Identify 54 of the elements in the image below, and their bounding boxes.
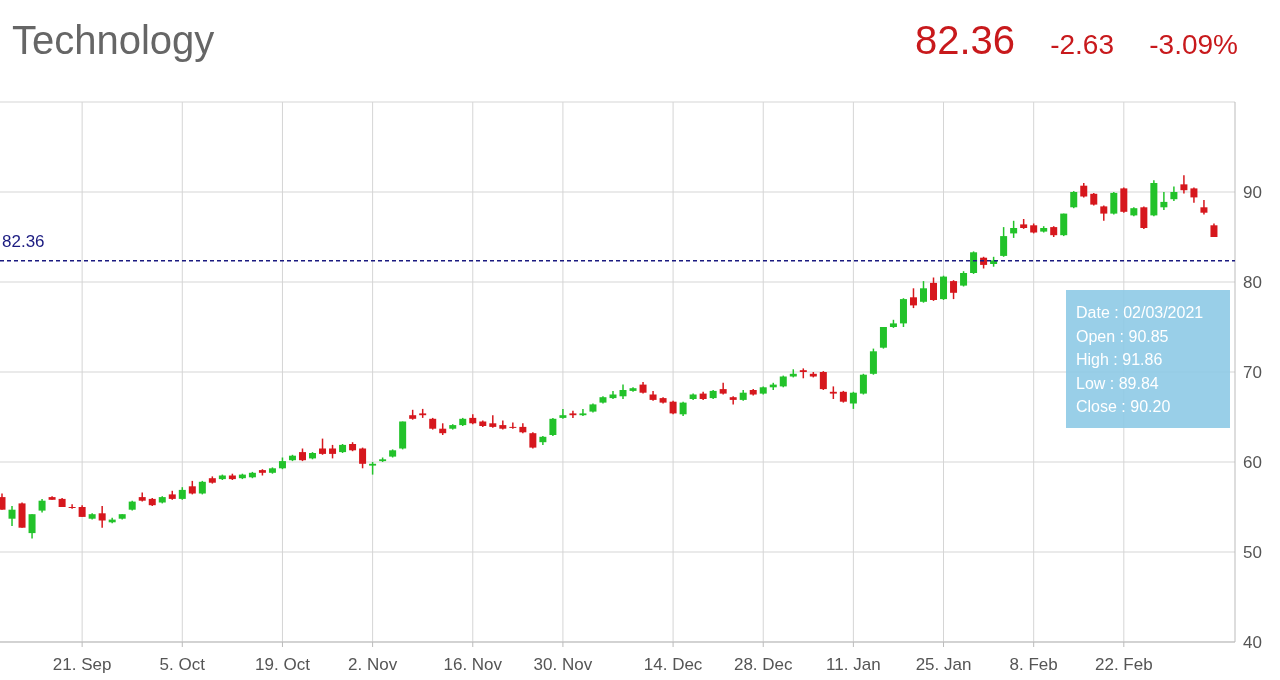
y-tick-label: 90 — [1243, 182, 1262, 202]
candlestick — [489, 414, 497, 429]
x-tick-label: 22. Feb — [1094, 655, 1153, 674]
candlestick — [509, 421, 517, 430]
candlestick — [1180, 174, 1188, 195]
x-tick-label: 11. Jan — [826, 655, 881, 674]
y-tick-label: 40 — [1243, 632, 1262, 652]
x-tick-label: 30. Nov — [533, 655, 593, 674]
annotation: Close : 90.20 — [1076, 398, 1171, 415]
x-tick-label: 25. Jan — [915, 655, 972, 674]
candlestick — [559, 408, 567, 420]
ref-line-label: 82.36 — [2, 231, 45, 251]
candlestick — [879, 326, 887, 350]
text: 82.36 — [914, 18, 1015, 62]
candlestick — [909, 287, 917, 309]
candlestick — [819, 370, 827, 391]
annotation: Open : 90.85 — [1076, 327, 1169, 345]
candlestick — [8, 505, 16, 527]
y-tick-label: 50 — [1243, 542, 1262, 562]
candlestick — [869, 347, 877, 376]
x-tick-label: 8. Feb — [1009, 655, 1058, 674]
candlestick — [569, 409, 577, 419]
candlestick — [1000, 226, 1008, 258]
candlestick — [940, 274, 948, 301]
x-tick-label: 16. Nov — [443, 655, 503, 674]
candlestick — [579, 408, 587, 417]
x-tick-label: 14. Dec — [643, 655, 703, 674]
x-tick-label: 2. Nov — [348, 655, 398, 674]
candlestick — [970, 250, 978, 275]
annotation: High : 91.86 — [1076, 351, 1163, 368]
candlestick — [859, 373, 867, 396]
candlestick — [359, 446, 367, 470]
y-tick-label: 80 — [1243, 272, 1262, 292]
candlestick — [1120, 186, 1128, 214]
x-tick-label: 21. Sep — [52, 655, 112, 674]
annotation: Low : 89.84 — [1076, 374, 1159, 392]
y-tick-label: 60 — [1243, 452, 1262, 472]
candlestick — [68, 503, 76, 510]
candlestick — [1140, 205, 1148, 230]
candlestick — [950, 279, 958, 300]
candlestick — [98, 505, 106, 529]
y-tick-label: 70 — [1243, 362, 1262, 382]
candlestick — [28, 513, 36, 540]
chart-title: Technology — [12, 18, 215, 62]
annotation: Date : 02/03/2021 — [1076, 304, 1204, 321]
candlestick — [1110, 191, 1118, 216]
x-tick-label: 5. Oct — [159, 655, 206, 674]
text: -3.09% — [1149, 29, 1238, 60]
x-tick-label: 28. Dec — [733, 655, 794, 674]
candlestick — [930, 276, 938, 302]
x-tick-label: 19. Oct — [255, 655, 311, 674]
candlestick — [920, 280, 927, 304]
text: -2.63 — [1050, 29, 1114, 60]
candlestick — [1160, 191, 1168, 211]
